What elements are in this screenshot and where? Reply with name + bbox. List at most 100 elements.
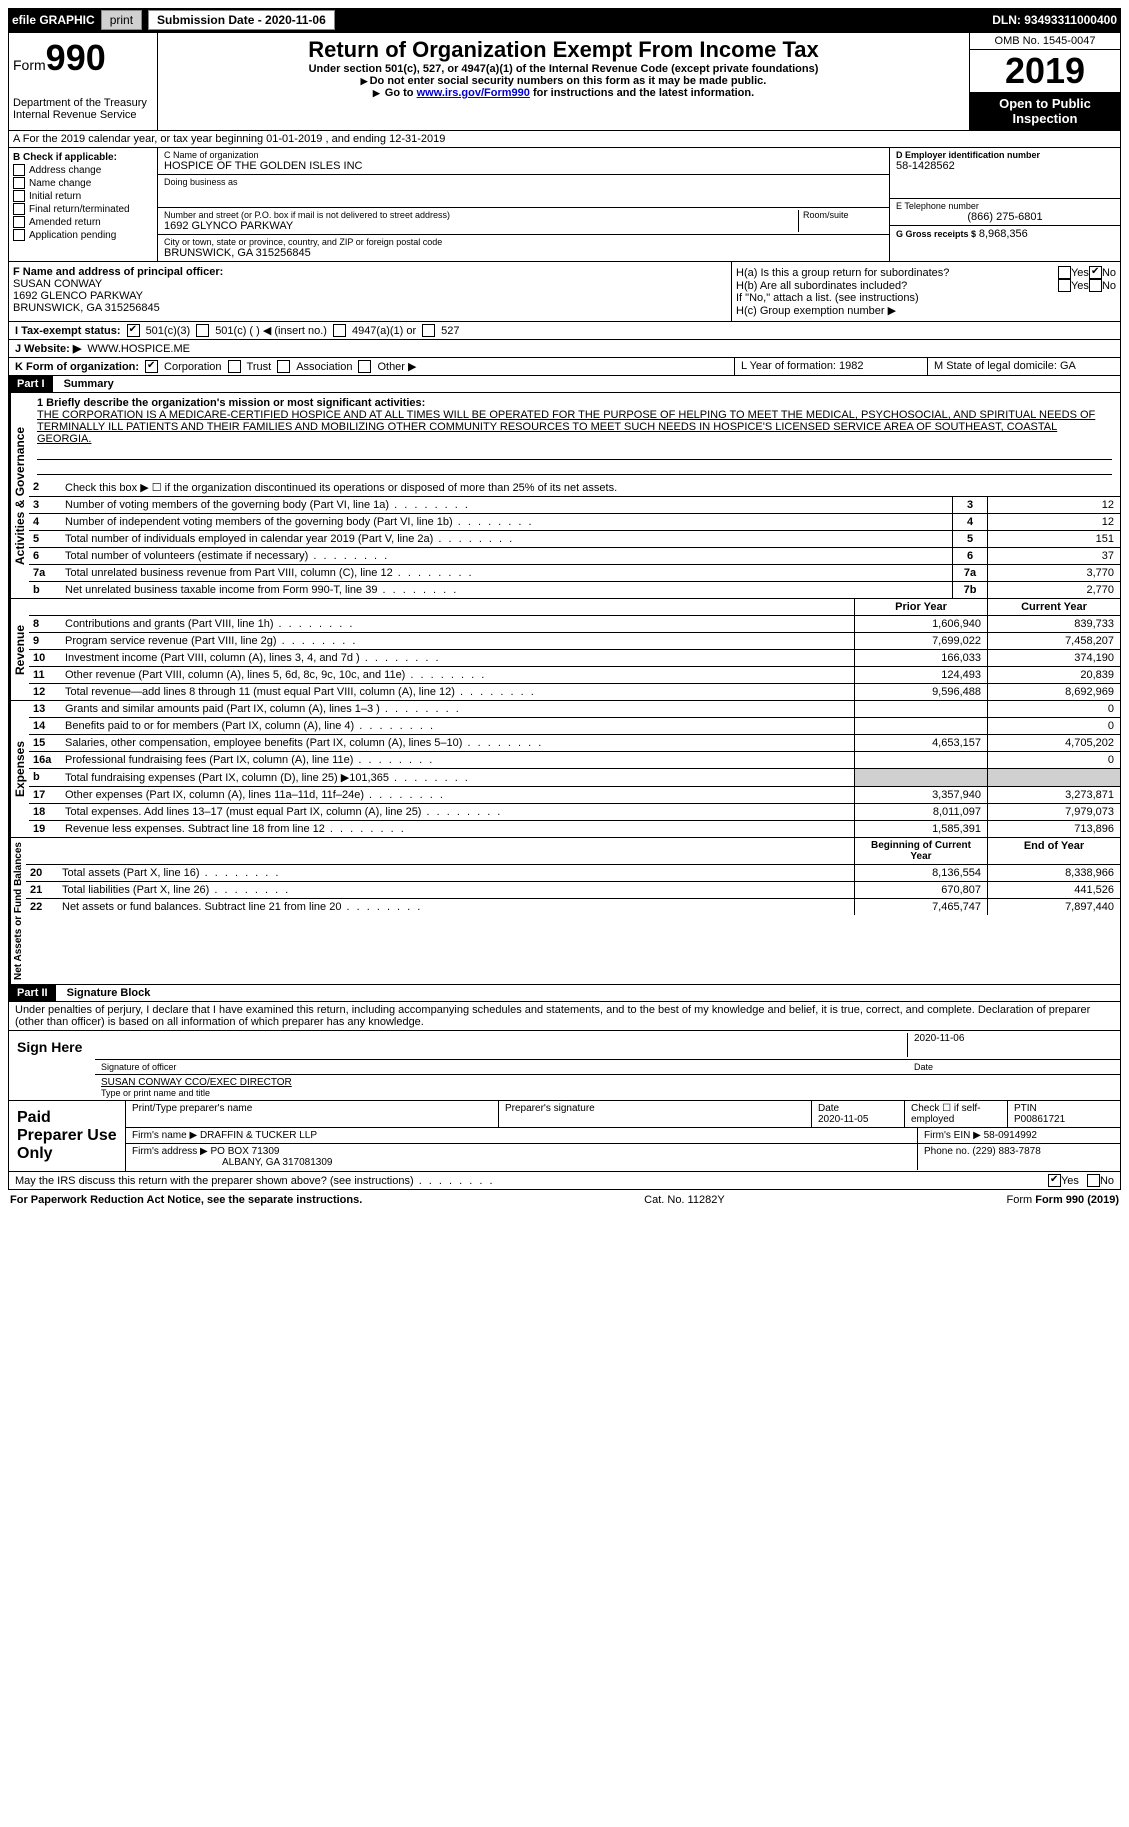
phone-value: (866) 275-6801: [896, 211, 1114, 223]
section-expenses: Expenses 13Grants and similar amounts pa…: [8, 701, 1121, 838]
chk-501c[interactable]: [196, 324, 209, 337]
section-revenue: Revenue Prior Year Current Year 8Contrib…: [8, 599, 1121, 701]
paid-preparer-block: Paid Preparer Use Only Print/Type prepar…: [8, 1101, 1121, 1172]
opt-501c3: 501(c)(3): [146, 325, 191, 337]
checkbox-name-change[interactable]: [13, 177, 25, 189]
dept-treasury: Department of the Treasury: [13, 97, 153, 109]
form-number: 990: [46, 37, 106, 78]
col-prior: Prior Year: [854, 599, 987, 615]
col-curr: Current Year: [987, 599, 1120, 615]
part1-title: Summary: [56, 376, 122, 392]
org-name-label: C Name of organization: [164, 150, 883, 160]
gross-label: G Gross receipts $: [896, 229, 976, 239]
ha-no-checkbox[interactable]: [1089, 266, 1102, 279]
checkbox-amended[interactable]: [13, 216, 25, 228]
sig-officer-label: Signature of officer: [101, 1062, 908, 1072]
discuss-yes: Yes: [1061, 1175, 1079, 1187]
side-ag: Activities & Governance: [9, 393, 29, 598]
firm-name: DRAFFIN & TUCKER LLP: [200, 1130, 317, 1141]
table-row: 3Number of voting members of the governi…: [29, 497, 1120, 514]
chk-trust[interactable]: [228, 360, 241, 373]
firm-addr1: PO BOX 71309: [211, 1146, 280, 1157]
opt-corp: Corporation: [164, 361, 221, 373]
firm-phone: (229) 883-7878: [972, 1146, 1040, 1157]
ha-yes: Yes: [1071, 267, 1089, 279]
label-amended: Amended return: [29, 217, 101, 228]
hb-no: No: [1102, 280, 1116, 292]
firm-ein: 58-0914992: [984, 1130, 1037, 1141]
ha-label: H(a) Is this a group return for subordin…: [736, 267, 1058, 279]
section-activities-governance: Activities & Governance 1 Briefly descri…: [8, 393, 1121, 599]
irs-link[interactable]: www.irs.gov/Form990: [417, 87, 530, 99]
cat-no: Cat. No. 11282Y: [644, 1194, 725, 1206]
table-row: 18Total expenses. Add lines 13–17 (must …: [29, 804, 1120, 821]
chk-corp[interactable]: [145, 360, 158, 373]
checkbox-final-return[interactable]: [13, 203, 25, 215]
phone-label: E Telephone number: [896, 201, 1114, 211]
opt-trust: Trust: [247, 361, 272, 373]
checkbox-app-pending[interactable]: [13, 229, 25, 241]
ssn-note: Do not enter social security numbers on …: [162, 75, 965, 87]
side-exp: Expenses: [9, 701, 29, 837]
table-row: 22Net assets or fund balances. Subtract …: [26, 899, 1120, 915]
table-row: 14Benefits paid to or for members (Part …: [29, 718, 1120, 735]
chk-501c3[interactable]: [127, 324, 140, 337]
discuss-yes-chk[interactable]: [1048, 1174, 1061, 1187]
prep-self-emp: Check ☐ if self-employed: [905, 1101, 1008, 1127]
part1-badge: Part I: [9, 376, 53, 392]
pra-notice: For Paperwork Reduction Act Notice, see …: [10, 1194, 362, 1206]
chk-assoc[interactable]: [277, 360, 290, 373]
checkbox-address-change[interactable]: [13, 164, 25, 176]
discuss-no-chk[interactable]: [1087, 1174, 1100, 1187]
prep-date-label: Date: [818, 1103, 898, 1114]
opt-other: Other ▶: [377, 360, 416, 373]
table-row: 5Total number of individuals employed in…: [29, 531, 1120, 548]
checkbox-initial-return[interactable]: [13, 190, 25, 202]
chk-4947[interactable]: [333, 324, 346, 337]
addr-label: Number and street (or P.O. box if mail i…: [164, 210, 798, 220]
l-year: L Year of formation: 1982: [734, 358, 927, 375]
goto-suffix: for instructions and the latest informat…: [533, 87, 754, 99]
label-final-return: Final return/terminated: [29, 204, 130, 215]
chk-527[interactable]: [422, 324, 435, 337]
form-subtitle: Under section 501(c), 527, or 4947(a)(1)…: [162, 63, 965, 75]
table-row: 7aTotal unrelated business revenue from …: [29, 565, 1120, 582]
goto-prefix: Go to: [385, 87, 417, 99]
print-button[interactable]: print: [101, 10, 142, 30]
city-value: BRUNSWICK, GA 315256845: [164, 247, 883, 259]
opt-assoc: Association: [296, 361, 352, 373]
sig-date-label: Date: [908, 1062, 1114, 1072]
m-state: M State of legal domicile: GA: [927, 358, 1120, 375]
col-begin: Beginning of Current Year: [854, 838, 987, 864]
label-name-change: Name change: [29, 178, 91, 189]
dln-label: DLN: 93493311000400: [992, 13, 1117, 27]
prep-date-val: 2020-11-05: [818, 1114, 898, 1125]
prep-name-header: Print/Type preparer's name: [126, 1101, 499, 1127]
ein-label: D Employer identification number: [896, 150, 1114, 160]
hb-no-checkbox[interactable]: [1089, 279, 1102, 292]
submission-date: Submission Date - 2020-11-06: [148, 10, 335, 30]
room-label: Room/suite: [803, 210, 883, 220]
table-row: 17Other expenses (Part IX, column (A), l…: [29, 787, 1120, 804]
ha-yes-checkbox[interactable]: [1058, 266, 1071, 279]
website-row: J Website: ▶ WWW.HOSPICE.ME: [8, 340, 1121, 358]
officer-name: SUSAN CONWAY: [13, 278, 727, 290]
table-row: 21Total liabilities (Part X, line 26)670…: [26, 882, 1120, 899]
table-row: 16aProfessional fundraising fees (Part I…: [29, 752, 1120, 769]
table-row: 6Total number of volunteers (estimate if…: [29, 548, 1120, 565]
dept-irs: Internal Revenue Service: [13, 109, 153, 121]
label-initial-return: Initial return: [29, 191, 81, 202]
hb-yes-checkbox[interactable]: [1058, 279, 1071, 292]
chk-other[interactable]: [358, 360, 371, 373]
part2-badge: Part II: [9, 985, 56, 1001]
sign-here-label: Sign Here: [9, 1031, 95, 1100]
table-row: 13Grants and similar amounts paid (Part …: [29, 701, 1120, 718]
sign-here-block: Sign Here 2020-11-06 Signature of office…: [8, 1031, 1121, 1101]
q1-label: 1 Briefly describe the organization's mi…: [37, 397, 1112, 409]
form-990-label: Form 990 (2019): [1035, 1194, 1119, 1206]
form-title: Return of Organization Exempt From Incom…: [162, 37, 965, 63]
label-app-pending: Application pending: [29, 230, 116, 241]
side-rev: Revenue: [9, 599, 29, 700]
side-net: Net Assets or Fund Balances: [9, 838, 26, 984]
hb-label: H(b) Are all subordinates included?: [736, 280, 1058, 292]
